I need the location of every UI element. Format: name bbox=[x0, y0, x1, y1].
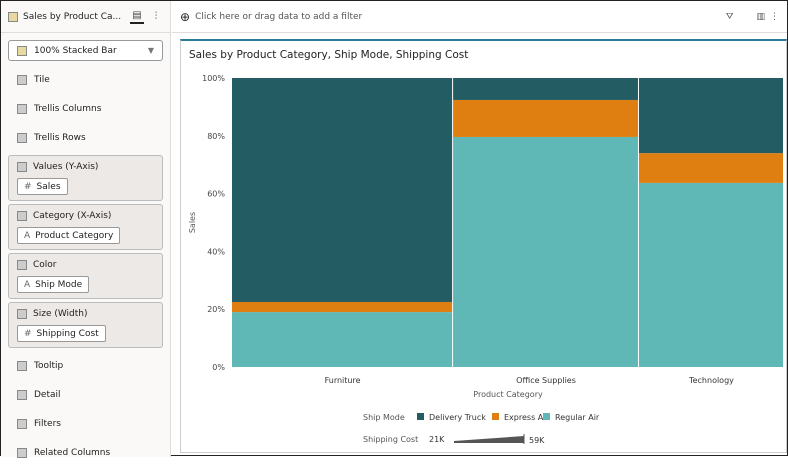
pill-label: Product Category bbox=[35, 230, 114, 241]
x-tick-label: Furniture bbox=[325, 376, 361, 385]
drop-zone[interactable]: Category (X-Axis) A Product Category bbox=[8, 204, 163, 250]
zone-icon bbox=[17, 260, 27, 270]
bar-segment-regular-air bbox=[453, 136, 638, 367]
filter-icon bbox=[17, 418, 27, 429]
drop-target-tile[interactable]: Tile bbox=[1, 65, 170, 94]
bar-segment-express-air bbox=[638, 153, 783, 183]
tooltip-icon bbox=[17, 360, 27, 371]
datatype-icon: # bbox=[24, 328, 32, 339]
bar-segment-express-air bbox=[453, 99, 638, 137]
size-legend-title: Shipping Cost bbox=[363, 435, 418, 444]
legend-swatch bbox=[417, 413, 424, 420]
chart-type-select[interactable]: 100% Stacked Bar ▼ bbox=[8, 40, 163, 61]
related-columns-icon bbox=[17, 447, 27, 458]
zone-label: Category (X-Axis) bbox=[33, 211, 112, 221]
row-label: Detail bbox=[34, 389, 61, 400]
drop-target-tooltip[interactable]: Tooltip bbox=[1, 351, 170, 380]
zone-icon bbox=[17, 309, 27, 319]
legend-item: Delivery Truck bbox=[429, 413, 486, 422]
y-tick-label: 60% bbox=[207, 190, 225, 199]
detail-icon bbox=[17, 389, 27, 400]
column-pill[interactable]: A Product Category bbox=[17, 227, 121, 244]
canvas-properties-icon[interactable]: ▥ bbox=[756, 11, 765, 22]
visualization-title[interactable]: Sales by Product Ca... bbox=[23, 11, 122, 22]
bar-segment-delivery-truck bbox=[638, 78, 783, 154]
datatype-icon: A bbox=[24, 230, 31, 241]
drop-target-detail[interactable]: Detail bbox=[1, 380, 170, 409]
legend-swatch bbox=[543, 413, 550, 420]
properties-tab-icon[interactable]: ⫶ bbox=[154, 11, 158, 22]
y-tick-label: 0% bbox=[212, 363, 225, 372]
drop-zone[interactable]: Size (Width) # Shipping Cost bbox=[8, 302, 163, 348]
bar-segment-express-air bbox=[232, 301, 453, 313]
chart-type-value: 100% Stacked Bar bbox=[34, 45, 117, 56]
grammar-tab-icon[interactable]: ▤ bbox=[130, 10, 144, 24]
drop-target-trellis-columns[interactable]: Trellis Columns bbox=[1, 94, 170, 123]
y-tick-label: 80% bbox=[207, 132, 225, 141]
datatype-icon: # bbox=[24, 181, 32, 192]
bar-chart-icon bbox=[8, 11, 18, 22]
column-pill[interactable]: # Shipping Cost bbox=[17, 325, 106, 342]
row-label: Related Columns bbox=[34, 447, 111, 458]
column-pill[interactable]: # Sales bbox=[17, 178, 68, 195]
trellis-columns-icon bbox=[17, 103, 27, 114]
add-filter-icon[interactable]: ⊕ bbox=[180, 9, 191, 24]
drop-zone[interactable]: Values (Y-Axis) # Sales bbox=[8, 155, 163, 201]
row-label: Filters bbox=[34, 418, 61, 429]
pill-label: Ship Mode bbox=[35, 279, 83, 290]
trellis-rows-icon bbox=[17, 132, 27, 143]
x-axis-title: Product Category bbox=[473, 390, 543, 399]
chart-title: Sales by Product Category, Ship Mode, Sh… bbox=[189, 49, 469, 61]
zone-label: Values (Y-Axis) bbox=[33, 162, 99, 172]
legend-item: Express Air bbox=[504, 413, 549, 422]
zone-label: Color bbox=[33, 260, 57, 270]
column-pill[interactable]: A Ship Mode bbox=[17, 276, 90, 293]
legend-title: Ship Mode bbox=[363, 413, 405, 422]
row-label: Trellis Columns bbox=[34, 103, 102, 114]
chart-svg: 0% 20% 40% 60% 80% 100% Sales Furniture Office S… bbox=[188, 74, 783, 445]
y-axis-title: Sales bbox=[188, 212, 197, 233]
bar-segment-regular-air bbox=[638, 182, 783, 367]
zone-label: Size (Width) bbox=[33, 309, 88, 319]
zone-icon bbox=[17, 211, 27, 221]
filter-placeholder[interactable]: Click here or drag data to add a filter bbox=[195, 11, 363, 22]
row-label: Tile bbox=[34, 74, 50, 85]
y-tick-label: 40% bbox=[207, 247, 225, 256]
size-legend-min: 21K bbox=[429, 435, 445, 444]
chevron-down-icon: ▼ bbox=[147, 46, 154, 55]
filter-bar[interactable]: ⊕ Click here or drag data to add a filte… bbox=[172, 1, 787, 33]
size-legend-max: 59K bbox=[529, 436, 545, 445]
y-tick-label: 20% bbox=[207, 305, 225, 314]
chart-panel: Sales by Product Category, Ship Mode, Sh… bbox=[180, 39, 787, 453]
drop-target-filters[interactable]: Filters bbox=[1, 409, 170, 438]
row-label: Tooltip bbox=[34, 360, 64, 371]
y-tick-label: 100% bbox=[202, 74, 225, 83]
stacked-bar-icon bbox=[17, 45, 27, 56]
datatype-icon: A bbox=[24, 279, 31, 290]
bar-segment-delivery-truck bbox=[232, 78, 453, 302]
filter-options-icon[interactable]: ⛛ bbox=[725, 11, 734, 22]
pill-label: Sales bbox=[36, 181, 61, 192]
bar-segment-delivery-truck bbox=[453, 78, 638, 100]
more-menu-icon[interactable]: ⋮ bbox=[770, 11, 779, 22]
tile-icon bbox=[17, 74, 27, 85]
drop-target-trellis-rows[interactable]: Trellis Rows bbox=[1, 123, 170, 152]
drop-target-related-columns[interactable]: Related Columns bbox=[1, 438, 170, 467]
zone-icon bbox=[17, 162, 27, 172]
row-label: Trellis Rows bbox=[34, 132, 86, 143]
legend-swatch bbox=[492, 413, 499, 420]
bar-segment-regular-air bbox=[232, 312, 453, 367]
x-tick-label: Technology bbox=[688, 376, 734, 385]
pill-label: Shipping Cost bbox=[36, 328, 99, 339]
drop-zone[interactable]: Color A Ship Mode bbox=[8, 253, 163, 299]
properties-panel: Sales by Product Ca... ▤ ⫶ 100% Stacked … bbox=[1, 1, 171, 458]
x-tick-label: Office Supplies bbox=[516, 376, 576, 385]
legend-item: Regular Air bbox=[555, 413, 600, 422]
size-legend-wedge bbox=[454, 436, 524, 443]
